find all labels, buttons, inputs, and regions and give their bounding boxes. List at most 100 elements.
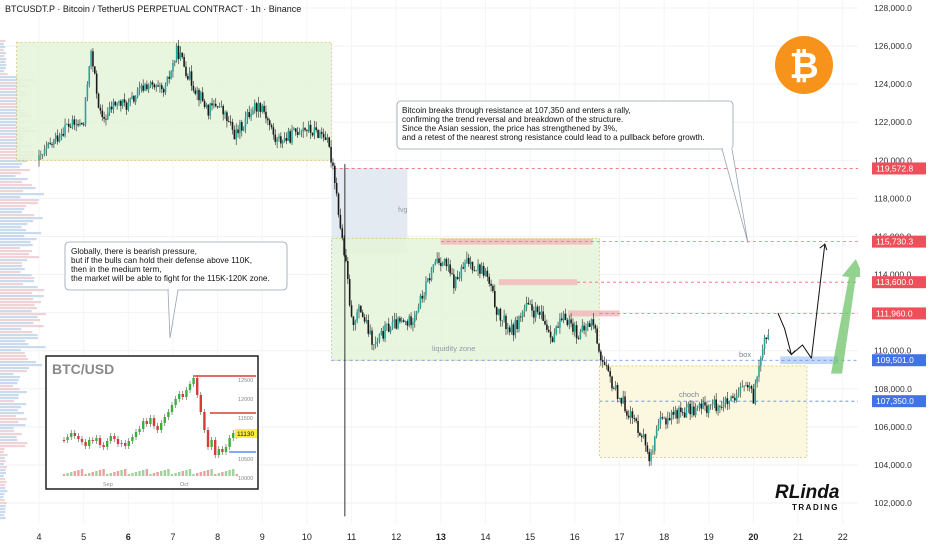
profile-bar — [0, 358, 29, 361]
candle-body — [190, 71, 193, 86]
profile-bar — [0, 289, 45, 292]
candle-body — [108, 106, 111, 113]
profile-bar — [0, 376, 21, 379]
logo-text-1: RLinda — [775, 482, 840, 503]
candle-body — [155, 85, 158, 88]
candle-body — [67, 123, 70, 127]
candle-body — [276, 138, 278, 142]
candle-body — [425, 281, 427, 296]
candle-body — [722, 401, 725, 408]
box-label: box — [739, 350, 751, 359]
candle-body — [103, 117, 105, 119]
time-tick: 15 — [525, 532, 535, 542]
inset-volume — [66, 473, 69, 476]
profile-bar — [0, 472, 7, 475]
profile-bar — [0, 409, 18, 412]
profile-bar — [0, 310, 32, 313]
price-tag — [872, 162, 926, 175]
candle-body — [730, 396, 732, 401]
candle-body — [123, 99, 126, 103]
candle-body — [683, 412, 686, 418]
inset-candle — [120, 443, 123, 444]
projection-arrow — [810, 244, 826, 359]
candle-body — [588, 323, 591, 327]
inset-candle — [124, 443, 127, 446]
inset-volume — [124, 469, 127, 476]
profile-bar — [0, 355, 27, 358]
candle-body — [760, 358, 762, 367]
candle-body — [320, 132, 323, 134]
candle-body — [306, 130, 308, 131]
profile-bar — [0, 166, 20, 169]
profile-bar — [0, 172, 22, 175]
profile-bar — [0, 364, 43, 367]
profile-bar — [0, 187, 36, 190]
candle-body — [205, 104, 208, 107]
inset-volume — [174, 473, 177, 476]
inset-candle — [217, 449, 220, 455]
inset-candle — [73, 433, 76, 436]
time-tick: 16 — [570, 532, 580, 542]
candle-body — [40, 154, 42, 156]
candle-body — [495, 306, 498, 315]
candle-body — [443, 258, 446, 263]
inset-volume — [73, 471, 76, 476]
candle-body — [765, 337, 768, 340]
candle-body — [307, 124, 310, 131]
candle-body — [653, 436, 656, 452]
candle-body — [687, 403, 690, 408]
profile-bar — [0, 421, 19, 424]
rlinda-logo: RLinda TRADING — [775, 482, 840, 512]
profile-bar — [0, 238, 37, 241]
candle-body — [294, 128, 297, 132]
price-tag — [872, 354, 926, 367]
profile-bar — [0, 313, 47, 316]
candle-body — [581, 325, 584, 332]
inset-candle — [66, 437, 69, 440]
price-tick: 122,000.0 — [874, 117, 912, 127]
candle-body — [183, 57, 185, 67]
time-tick: 19 — [704, 532, 714, 542]
candle-body — [300, 131, 303, 133]
candle-body — [421, 295, 424, 299]
candle-body — [289, 131, 291, 143]
candle-body — [315, 127, 318, 130]
candle-body — [144, 84, 146, 91]
candle-body — [118, 100, 120, 104]
inset-candle — [95, 438, 98, 441]
candles — [38, 39, 770, 467]
candle-body — [47, 143, 50, 148]
candle-body — [469, 261, 472, 265]
profile-bar — [0, 205, 27, 208]
candle-body — [427, 278, 429, 282]
profile-bar — [0, 430, 15, 433]
candle-body — [360, 305, 362, 313]
candle-body — [376, 340, 379, 342]
candle-body — [255, 103, 258, 112]
candle-body — [756, 377, 758, 384]
candle-body — [97, 93, 100, 108]
price-tick: 108,000.0 — [874, 384, 912, 394]
profile-bar — [0, 301, 42, 304]
profile-bar — [0, 67, 6, 70]
price-tick: 110,000.0 — [874, 346, 911, 356]
volume-profile — [0, 40, 47, 520]
candle-body — [272, 127, 275, 135]
candle-body — [248, 112, 251, 118]
inset-volume — [170, 474, 174, 476]
candle-body — [259, 103, 262, 112]
candle-body — [568, 319, 571, 325]
left-note-line-1: Globally, there is bearish pressure, — [71, 247, 197, 256]
candle-body — [94, 66, 96, 74]
candle-body — [127, 102, 130, 110]
profile-bar — [0, 43, 4, 46]
profile-bar — [0, 106, 21, 109]
candle-body — [466, 257, 468, 263]
candle-body — [549, 331, 552, 338]
inset-volume — [131, 473, 134, 476]
candle-body — [547, 329, 550, 332]
projection — [777, 243, 864, 374]
candle-body — [652, 451, 654, 453]
candle-body — [482, 266, 485, 276]
candle-body — [648, 451, 651, 462]
